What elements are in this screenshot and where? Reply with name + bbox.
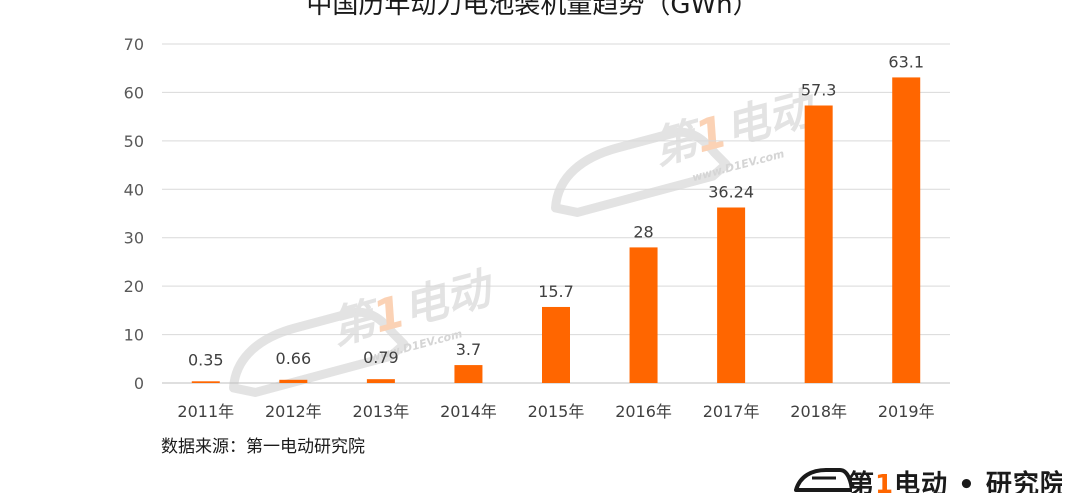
y-tick-label: 50 xyxy=(124,132,144,151)
logo-text: 第1电动 • 研究院 xyxy=(848,470,1062,493)
brand-logo: 第1电动 • 研究院 xyxy=(792,462,1062,493)
bar xyxy=(366,379,395,383)
data-label: 36.24 xyxy=(708,182,754,201)
y-tick-label: 20 xyxy=(124,277,144,296)
x-tick-label: 2012年 xyxy=(265,402,322,421)
bar xyxy=(454,365,483,383)
watermark-car-icon xyxy=(551,127,731,217)
x-tick-label: 2013年 xyxy=(353,402,410,421)
data-label: 57.3 xyxy=(801,81,837,100)
data-label: 0.66 xyxy=(276,349,312,368)
y-tick-label: 40 xyxy=(124,180,144,199)
x-tick-label: 2015年 xyxy=(528,402,585,421)
data-label: 63.1 xyxy=(888,52,924,71)
bar xyxy=(717,207,746,383)
data-label: 0.35 xyxy=(188,350,224,369)
data-label: 15.7 xyxy=(538,282,574,301)
source-note: 数据来源：第一电动研究院 xyxy=(161,437,365,457)
y-tick-label: 30 xyxy=(124,229,144,248)
x-tick-label: 2019年 xyxy=(878,402,935,421)
bar xyxy=(804,105,833,384)
bar xyxy=(542,306,570,383)
y-tick-label: 0 xyxy=(134,374,144,393)
watermark: 第1电动 www.D1EV.com xyxy=(551,82,823,217)
data-label: 0.79 xyxy=(363,348,399,367)
x-tick-label: 2017年 xyxy=(703,402,760,421)
bar xyxy=(191,381,220,383)
bar xyxy=(279,379,308,383)
data-label: 3.7 xyxy=(456,340,481,359)
y-tick-label: 60 xyxy=(124,83,144,102)
x-tick-label: 2014年 xyxy=(440,402,497,421)
y-tick-label: 70 xyxy=(124,35,144,54)
x-tick-label: 2016年 xyxy=(615,402,672,421)
x-tick-label: 2011年 xyxy=(177,402,234,421)
x-tick-label: 2018年 xyxy=(790,402,847,421)
bar xyxy=(629,247,658,383)
bar xyxy=(892,77,921,383)
watermark-car-icon xyxy=(229,307,409,397)
car-icon xyxy=(794,468,852,492)
chart-title: 中国历年动力电池装机量趋势（GWh） xyxy=(306,0,759,20)
y-tick-label: 10 xyxy=(124,326,144,345)
data-label: 28 xyxy=(633,222,653,241)
